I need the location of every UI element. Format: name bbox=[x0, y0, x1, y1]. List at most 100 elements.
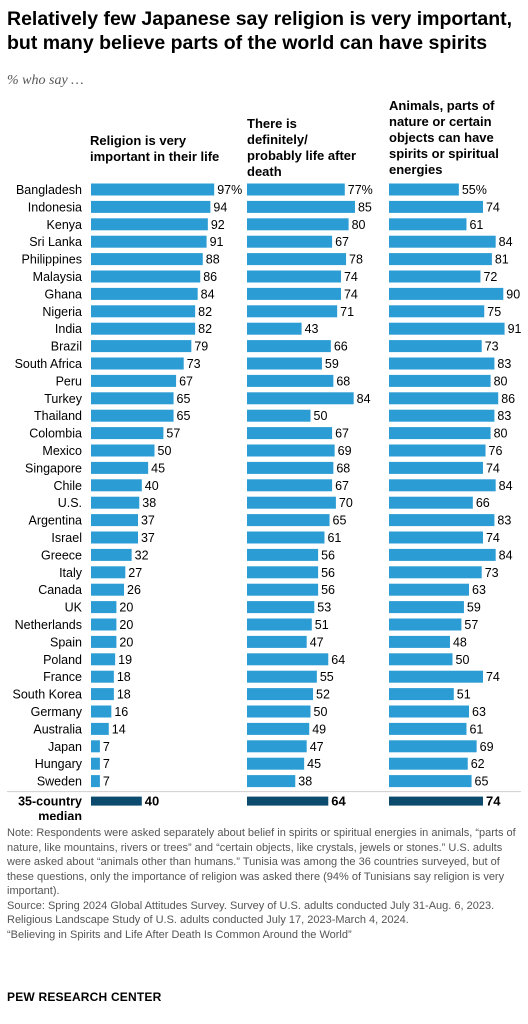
bar-bangladesh-3 bbox=[389, 183, 459, 196]
median-value-3: 74 bbox=[486, 794, 501, 809]
country-label-ghana: Ghana bbox=[44, 287, 82, 301]
bar-uk-3 bbox=[389, 601, 464, 614]
report-title: “Believing in Spirits and Life After Dea… bbox=[7, 928, 352, 941]
bar-sweden-1 bbox=[91, 775, 100, 788]
bar-poland-2 bbox=[247, 653, 329, 666]
value-label-ghana-3: 90 bbox=[506, 287, 520, 301]
value-label-greece-3: 84 bbox=[499, 548, 513, 562]
bar-india-3 bbox=[389, 322, 505, 335]
country-label-uk: UK bbox=[65, 601, 83, 615]
bar-italy-3 bbox=[389, 566, 482, 579]
bar-malaysia-2 bbox=[247, 270, 341, 283]
value-label-canada-3: 63 bbox=[472, 583, 486, 597]
value-label-south-africa-3: 83 bbox=[497, 357, 511, 371]
median-bar-2 bbox=[247, 796, 329, 806]
bar-kenya-3 bbox=[389, 218, 467, 231]
bar-indonesia-1 bbox=[91, 200, 211, 213]
value-label-argentina-1: 37 bbox=[141, 514, 155, 528]
value-label-ghana-1: 84 bbox=[201, 287, 215, 301]
bar-greece-3 bbox=[389, 548, 496, 561]
value-label-nigeria-1: 82 bbox=[198, 305, 212, 319]
bar-indonesia-3 bbox=[389, 200, 483, 213]
bar-singapore-2 bbox=[247, 461, 334, 474]
bar-australia-2 bbox=[247, 722, 310, 735]
country-label-kenya: Kenya bbox=[47, 218, 82, 232]
value-label-chile-1: 40 bbox=[145, 479, 159, 493]
bar-ghana-3 bbox=[389, 287, 504, 300]
value-label-netherlands-3: 57 bbox=[464, 618, 478, 632]
bar-canada-2 bbox=[247, 583, 319, 596]
median-bar-3 bbox=[389, 796, 483, 806]
country-label-japan: Japan bbox=[48, 740, 82, 754]
country-label-hungary: Hungary bbox=[35, 757, 83, 771]
value-label-philippines-3: 81 bbox=[495, 253, 509, 267]
value-label-philippines-2: 78 bbox=[349, 253, 363, 267]
bar-brazil-3 bbox=[389, 340, 482, 353]
value-label-thailand-1: 65 bbox=[177, 409, 191, 423]
country-label-south-africa: South Africa bbox=[15, 357, 82, 371]
value-label-netherlands-2: 51 bbox=[315, 618, 329, 632]
bar-germany-1 bbox=[91, 705, 112, 718]
value-label-france-1: 18 bbox=[117, 670, 131, 684]
bar-greece-1 bbox=[91, 548, 132, 561]
value-label-poland-1: 19 bbox=[118, 653, 132, 667]
bar-australia-3 bbox=[389, 722, 467, 735]
bar-south-africa-1 bbox=[91, 357, 184, 370]
bar-greece-2 bbox=[247, 548, 319, 561]
value-label-sweden-1: 7 bbox=[103, 775, 110, 789]
bar-italy-1 bbox=[91, 566, 126, 579]
bar-netherlands-2 bbox=[247, 618, 312, 631]
bar-colombia-2 bbox=[247, 427, 333, 440]
bar-japan-2 bbox=[247, 740, 307, 753]
value-label-chile-3: 84 bbox=[499, 479, 513, 493]
bar-india-2 bbox=[247, 322, 302, 335]
country-label-india: India bbox=[55, 322, 82, 336]
bar-australia-1 bbox=[91, 722, 109, 735]
bar-poland-1 bbox=[91, 653, 116, 666]
bar-mexico-2 bbox=[247, 444, 335, 457]
value-label-poland-2: 64 bbox=[331, 653, 345, 667]
country-label-peru: Peru bbox=[56, 374, 82, 388]
bar-mexico-3 bbox=[389, 444, 486, 457]
bar-kenya-1 bbox=[91, 218, 208, 231]
country-label-u-s: U.S. bbox=[58, 496, 82, 510]
value-label-colombia-3: 80 bbox=[494, 427, 508, 441]
value-label-south-korea-2: 52 bbox=[316, 688, 330, 702]
value-label-france-3: 74 bbox=[486, 670, 500, 684]
value-label-colombia-1: 57 bbox=[166, 427, 180, 441]
bar-brazil-2 bbox=[247, 340, 331, 353]
value-label-nigeria-2: 71 bbox=[340, 305, 354, 319]
country-label-australia: Australia bbox=[33, 722, 82, 736]
value-label-peru-1: 67 bbox=[179, 374, 193, 388]
bar-singapore-1 bbox=[91, 461, 149, 474]
country-label-thailand: Thailand bbox=[34, 409, 82, 423]
value-label-south-africa-2: 59 bbox=[325, 357, 339, 371]
country-label-netherlands: Netherlands bbox=[15, 618, 82, 632]
bar-philippines-3 bbox=[389, 253, 492, 266]
bar-peru-1 bbox=[91, 374, 177, 387]
value-label-bangladesh-1: 97% bbox=[217, 183, 242, 197]
bar-italy-2 bbox=[247, 566, 319, 579]
value-label-greece-2: 56 bbox=[321, 548, 335, 562]
value-label-sweden-3: 65 bbox=[475, 775, 489, 789]
value-label-germany-2: 50 bbox=[314, 705, 328, 719]
value-label-indonesia-3: 74 bbox=[486, 200, 500, 214]
value-label-south-korea-1: 18 bbox=[117, 688, 131, 702]
bar-chile-3 bbox=[389, 479, 496, 492]
value-label-spain-3: 48 bbox=[453, 635, 467, 649]
country-label-germany: Germany bbox=[31, 705, 83, 719]
bar-nigeria-2 bbox=[247, 305, 338, 318]
bar-nigeria-1 bbox=[91, 305, 196, 318]
value-label-sweden-2: 38 bbox=[298, 775, 312, 789]
country-label-israel: Israel bbox=[51, 531, 82, 545]
bar-thailand-3 bbox=[389, 409, 495, 422]
value-label-south-korea-3: 51 bbox=[457, 688, 471, 702]
bar-germany-3 bbox=[389, 705, 470, 718]
country-label-sri-lanka: Sri Lanka bbox=[29, 235, 82, 249]
bar-israel-3 bbox=[389, 531, 483, 544]
bar-sri-lanka-2 bbox=[247, 235, 333, 248]
value-label-kenya-3: 61 bbox=[469, 218, 483, 232]
value-label-south-africa-1: 73 bbox=[187, 357, 201, 371]
value-label-turkey-2: 84 bbox=[357, 392, 371, 406]
median-label-line1: 35-country bbox=[18, 795, 82, 809]
